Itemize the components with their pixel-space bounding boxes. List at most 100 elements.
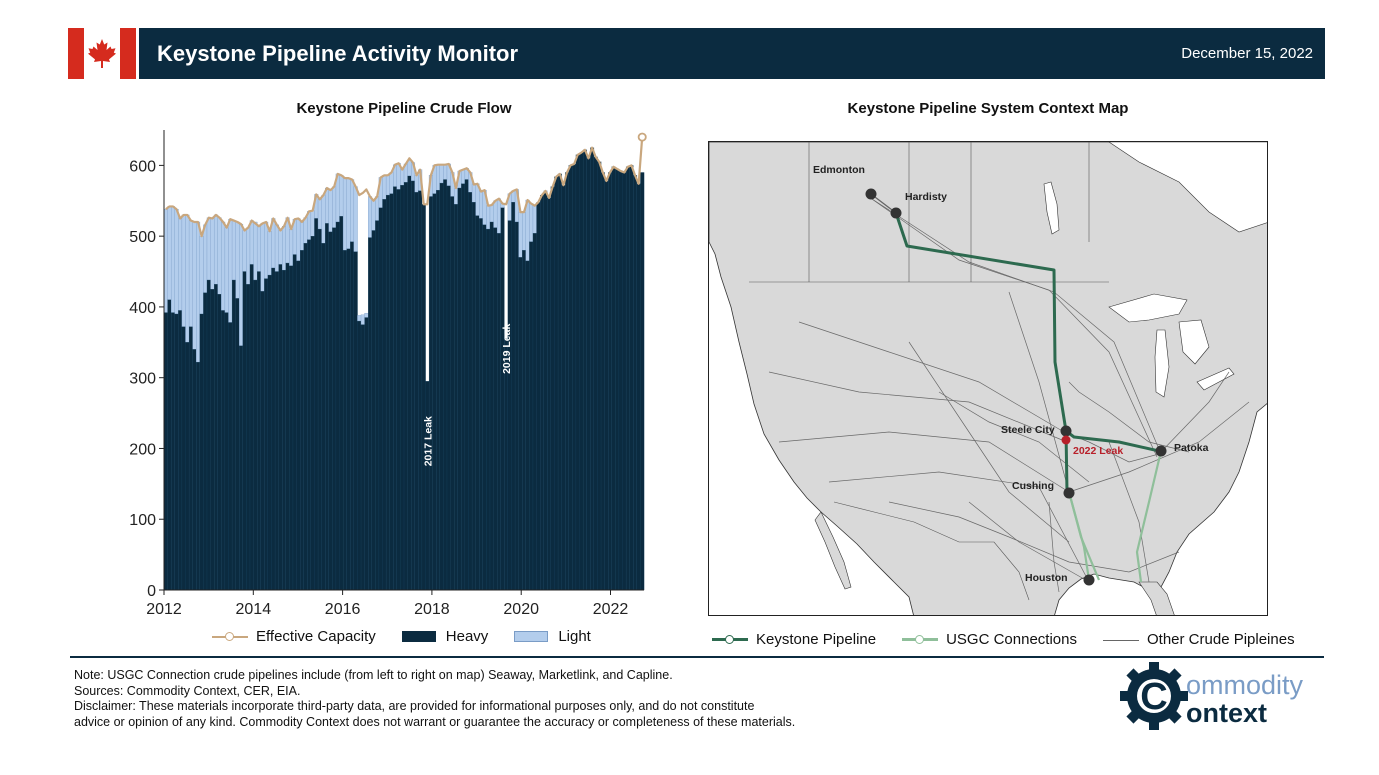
page-title: Keystone Pipeline Activity Monitor [157, 41, 519, 66]
cushing-node [1063, 487, 1075, 499]
bar-heavy-40 [307, 239, 312, 591]
bar-heavy-59 [375, 220, 380, 591]
bar-heavy-61 [382, 199, 387, 591]
houston-node [1083, 574, 1095, 586]
bar-heavy-13 [210, 289, 215, 591]
bar-heavy-105 [539, 194, 544, 591]
bar-light-76 [436, 164, 441, 191]
bar-heavy-103 [532, 233, 537, 591]
bar-heavy-37 [296, 260, 301, 591]
bar-heavy-5 [181, 326, 186, 591]
chart-title: Keystone Pipeline Crude Flow [296, 100, 512, 117]
bar-light-59 [375, 196, 380, 221]
bar-light-32 [278, 230, 283, 265]
label-cushing: Cushing [1012, 480, 1054, 492]
bar-heavy-68 [407, 175, 412, 591]
land-mass [709, 142, 1267, 615]
bar-light-9 [196, 221, 201, 363]
bar-light-78 [443, 164, 448, 180]
bar-heavy-91 [489, 221, 494, 591]
lake-huron [1178, 319, 1210, 365]
bar-heavy-112 [565, 172, 570, 591]
bar-light-53 [353, 186, 358, 252]
bar-heavy-73 [425, 381, 430, 591]
bar-heavy-60 [378, 207, 383, 591]
label-edmonton: Edmonton [813, 164, 865, 176]
bar-heavy-76 [436, 190, 441, 591]
lake-erie [1196, 367, 1235, 391]
bar-heavy-4 [178, 310, 183, 591]
bar-heavy-28 [264, 278, 269, 591]
bar-heavy-29 [267, 274, 272, 591]
bar-light-16 [221, 221, 226, 311]
title-banner: Keystone Pipeline Activity Monitor Decem… [139, 28, 1325, 79]
bar-heavy-95 [504, 338, 509, 591]
x-tick-label: 2022 [593, 601, 629, 618]
bar-heavy-42 [314, 218, 319, 591]
bar-light-91 [489, 204, 494, 223]
bar-heavy-93 [497, 233, 501, 591]
bar-light-18 [228, 218, 233, 323]
bar-light-51 [346, 177, 351, 250]
bar-light-2 [170, 206, 176, 313]
bar-light-103 [532, 205, 537, 234]
legend-usgc-label: USGC Connections [946, 631, 1077, 648]
logo-word-context: ontext [1186, 698, 1267, 728]
bar-heavy-108 [550, 186, 555, 591]
bar-heavy-15 [217, 294, 222, 591]
bar-heavy-99 [518, 257, 523, 591]
bar-heavy-125 [611, 166, 616, 591]
x-tick-label: 2018 [414, 601, 450, 618]
bar-light-45 [325, 187, 330, 224]
crude-flow-chart: 0 100 200 300 400 500 600 2012 2014 2016 2018 2020 2… [129, 130, 647, 618]
bar-heavy-84 [464, 179, 469, 591]
bar-heavy-128 [622, 172, 627, 591]
x-tick-label: 2016 [325, 601, 361, 618]
bar-heavy-66 [400, 185, 405, 591]
bar-light-70 [414, 175, 419, 193]
bar-light-15 [217, 217, 222, 295]
disclaimer-line-2: advice or opinion of any kind. Commodity… [74, 714, 796, 729]
bar-light-4 [178, 218, 183, 311]
bar-light-13 [210, 218, 215, 290]
bar-light-61 [382, 175, 387, 200]
bar-heavy-92 [493, 227, 498, 591]
y-tick-label: 100 [129, 512, 156, 529]
bar-heavy-132 [636, 183, 641, 591]
bar-heavy-43 [317, 228, 322, 591]
bar-light-44 [321, 194, 326, 244]
bar-light-39 [303, 217, 308, 244]
y-tick-label: 0 [147, 583, 156, 600]
capacity-line [165, 136, 644, 238]
other-swatch [1103, 633, 1139, 647]
lake-winnipeg [1043, 181, 1060, 235]
bar-heavy-47 [332, 227, 337, 591]
bar-light-100 [522, 211, 527, 251]
bar-heavy-64 [393, 186, 398, 591]
bar-heavy-32 [278, 264, 283, 591]
bar-heavy-36 [292, 254, 297, 591]
legend-keystone: Keystone Pipeline [712, 631, 876, 648]
bar-heavy-113 [568, 165, 573, 591]
x-tick-label: 2020 [503, 601, 539, 618]
bar-heavy-88 [479, 218, 484, 591]
bar-heavy-54 [357, 320, 362, 591]
bar-light-47 [332, 186, 337, 228]
bar-heavy-111 [561, 185, 566, 591]
lake-michigan [1154, 329, 1170, 398]
bar-heavy-18 [228, 322, 233, 591]
bar-series-group [163, 147, 645, 591]
commodity-context-logo: C ommodity ontext [1120, 662, 1304, 730]
bar-heavy-127 [618, 170, 623, 591]
bar-heavy-23 [246, 284, 251, 591]
bar-heavy-110 [557, 173, 562, 591]
other-pipelines [768, 196, 1250, 593]
label-houston: Houston [1025, 572, 1068, 584]
patoka-node [1155, 445, 1167, 457]
lake-superior [1108, 293, 1188, 323]
legend-light: Light [514, 628, 591, 645]
bar-light-20 [235, 221, 240, 299]
bar-heavy-118 [586, 158, 591, 591]
keystone-swatch [712, 633, 748, 647]
bar-light-62 [385, 175, 390, 196]
